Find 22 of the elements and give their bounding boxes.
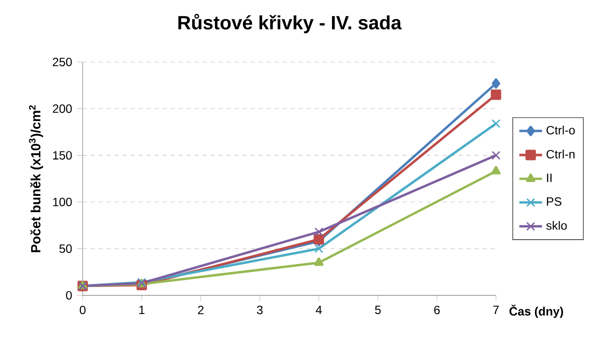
legend-label: PS <box>546 197 562 206</box>
y-tick-label: 0 <box>66 291 72 300</box>
y-tick-label: 250 <box>52 58 72 66</box>
y-tick-label: 150 <box>53 151 72 160</box>
y-tick-label: 50 <box>59 244 72 253</box>
x-tick-label: 4 <box>316 306 322 314</box>
y-tick-label: 200 <box>52 104 72 113</box>
x-tick-label: 2 <box>198 306 204 314</box>
y-axis-title: Počet buněk (x10$^{3}$)/cm$^{2}$ <box>28 105 44 252</box>
legend-label: Ctrl-n <box>546 150 575 158</box>
x-tick-label: 7 <box>493 306 499 314</box>
legend-label: sklo <box>546 220 567 230</box>
y-tick-label: 100 <box>53 198 72 206</box>
x-tick-label: 1 <box>139 306 144 314</box>
x-tick-label: 5 <box>375 306 381 314</box>
x-tick-label: 6 <box>434 306 440 314</box>
legend-label: II <box>547 174 552 182</box>
chart-title: Růstové křivky - IV. sada <box>178 14 402 34</box>
x-tick-label: 0 <box>80 306 86 314</box>
x-axis-title: Čas (dny) <box>509 304 564 318</box>
legend-label: Ctrl-o <box>546 126 575 134</box>
x-tick-label: 3 <box>256 306 263 314</box>
